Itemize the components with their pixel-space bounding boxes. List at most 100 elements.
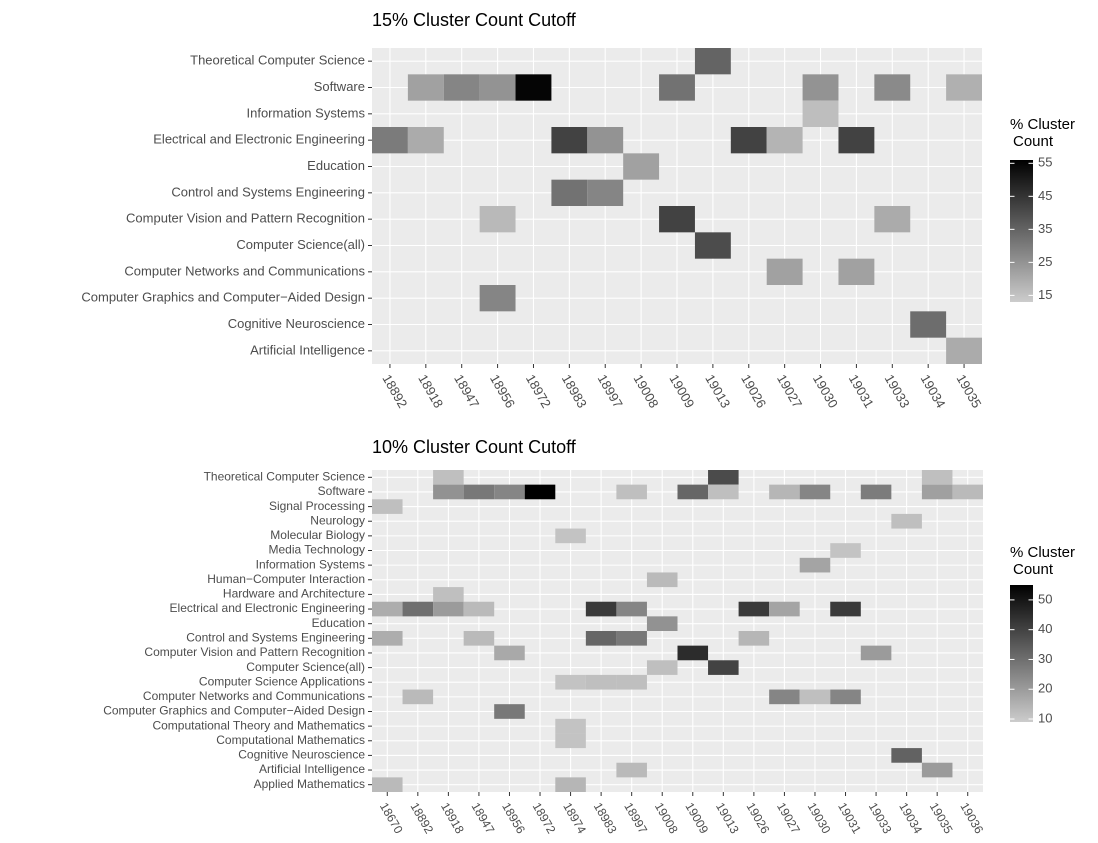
legend-title: % Cluster (1010, 116, 1075, 133)
y-tick-label: Theoretical Computer Science (204, 469, 366, 483)
tile (372, 777, 403, 792)
tile (515, 74, 552, 101)
tile (738, 631, 770, 646)
x-tick-label: 19008 (631, 372, 662, 411)
tile (463, 601, 495, 617)
tile (766, 127, 803, 154)
colorbar-tick-label: 35 (1038, 221, 1052, 236)
y-tick-label: Molecular Biology (270, 528, 365, 542)
x-tick-label: 19026 (738, 372, 769, 411)
x-tick-label: 19027 (774, 800, 803, 836)
tile (802, 100, 839, 127)
tile (372, 127, 408, 154)
y-tick-label: Artificial Intelligence (250, 342, 365, 357)
tile (479, 206, 516, 233)
legend-title: Count (1013, 561, 1054, 578)
tile (799, 484, 831, 500)
colorbar (1010, 160, 1033, 302)
tile (555, 733, 586, 749)
tile (677, 645, 709, 661)
tile (860, 484, 892, 500)
tile (769, 484, 800, 500)
x-tick-label: 19009 (666, 372, 697, 411)
tile (524, 484, 556, 500)
x-tick-label: 19035 (927, 800, 956, 836)
y-tick-label: Cognitive Neuroscience (238, 748, 365, 762)
tile (874, 206, 911, 233)
tile (616, 631, 647, 646)
legend-title: Count (1013, 133, 1054, 150)
tile (372, 601, 403, 617)
tile (891, 513, 922, 529)
x-tick-label: 19013 (713, 800, 742, 836)
x-tick-label: 18956 (487, 372, 518, 411)
y-tick-label: Signal Processing (269, 499, 365, 513)
x-tick-label: 18892 (407, 800, 436, 836)
colorbar-tick-label: 40 (1038, 621, 1052, 636)
colorbar-tick-label: 10 (1038, 710, 1052, 725)
x-tick-label: 18892 (379, 372, 410, 411)
y-tick-label: Media Technology (268, 543, 365, 557)
tile (587, 127, 624, 154)
tile (946, 337, 982, 364)
tile (407, 127, 444, 154)
tile (891, 748, 922, 763)
tile (616, 674, 647, 690)
colorbar-tick-label: 20 (1038, 681, 1052, 696)
tile (730, 127, 767, 154)
tile (585, 601, 617, 617)
y-tick-label: Human−Computer Interaction (207, 572, 365, 586)
tile (402, 601, 434, 617)
tile (830, 543, 861, 558)
colorbar-tick-label: 30 (1038, 651, 1052, 666)
colorbar-tick-label: 25 (1038, 254, 1052, 269)
y-tick-label: Computer Vision and Pattern Recognition (126, 211, 365, 226)
tile (555, 777, 586, 792)
x-tick-label: 19030 (810, 372, 841, 411)
x-tick-label: 19027 (774, 372, 805, 411)
tile (372, 631, 403, 646)
y-tick-label: Applied Mathematics (254, 777, 365, 791)
tile (799, 557, 831, 573)
tile (952, 484, 983, 500)
tile (494, 645, 525, 661)
y-tick-label: Software (314, 79, 365, 94)
tile (585, 674, 617, 690)
y-tick-label: Information Systems (247, 105, 366, 120)
x-tick-label: 19036 (957, 800, 986, 836)
tile (587, 179, 624, 206)
tile (769, 689, 800, 705)
tile (921, 470, 953, 485)
colorbar (1010, 585, 1033, 722)
tile (463, 484, 495, 500)
tile (555, 528, 586, 544)
x-tick-label: 19008 (652, 800, 681, 836)
tile (443, 74, 480, 101)
tile (860, 645, 892, 661)
tile (646, 572, 678, 588)
tile (694, 48, 731, 75)
tile (551, 127, 588, 154)
x-tick-label: 19034 (918, 372, 949, 411)
y-tick-label: Neurology (310, 513, 365, 527)
x-tick-label: 18947 (469, 800, 498, 836)
y-tick-label: Computer Science(all) (246, 660, 365, 674)
x-tick-label: 18947 (451, 372, 482, 411)
x-tick-label: 18956 (499, 800, 528, 836)
tile (921, 484, 953, 500)
x-tick-label: 18997 (595, 372, 626, 411)
tile (830, 601, 861, 617)
y-tick-label: Control and Systems Engineering (186, 630, 365, 644)
tile (677, 484, 709, 500)
tile (555, 674, 586, 690)
x-tick-label: 18918 (438, 800, 467, 836)
x-tick-label: 19035 (953, 372, 984, 411)
tile (708, 484, 739, 500)
tile (799, 689, 831, 705)
tile (433, 484, 464, 500)
x-tick-label: 19033 (866, 800, 895, 836)
tile (646, 660, 678, 675)
x-tick-label: 19031 (846, 372, 877, 411)
y-tick-label: Computer Science(all) (236, 237, 365, 252)
